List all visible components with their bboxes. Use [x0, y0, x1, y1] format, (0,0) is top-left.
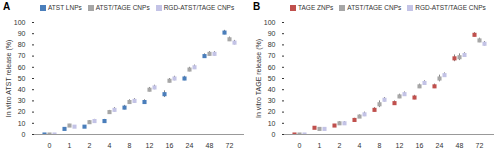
svg-text:72: 72	[476, 142, 484, 149]
svg-text:16: 16	[416, 142, 424, 149]
svg-text:10: 10	[268, 120, 276, 127]
svg-text:0: 0	[272, 131, 276, 138]
svg-text:10: 10	[18, 120, 26, 127]
svg-text:60: 60	[18, 64, 26, 71]
svg-text:In vitro ATST release (%): In vitro ATST release (%)	[5, 40, 13, 118]
svg-text:12: 12	[396, 142, 404, 149]
svg-text:40: 40	[18, 86, 26, 93]
svg-text:1: 1	[68, 142, 72, 149]
svg-text:8: 8	[378, 142, 382, 149]
svg-text:4: 4	[358, 142, 362, 149]
svg-text:4: 4	[108, 142, 112, 149]
svg-text:48: 48	[456, 142, 464, 149]
svg-text:12: 12	[146, 142, 154, 149]
svg-text:In vitro TAGE release (%): In vitro TAGE release (%)	[255, 39, 263, 118]
svg-text:70: 70	[18, 52, 26, 59]
html-text:ATST LNPs: ATST LNPs	[48, 4, 82, 11]
svg-text:0: 0	[48, 142, 52, 149]
html-text:B: B	[253, 1, 261, 12]
svg-text:80: 80	[268, 41, 276, 48]
svg-text:8: 8	[128, 142, 132, 149]
svg-text:0: 0	[298, 142, 302, 149]
svg-text:2: 2	[338, 142, 342, 149]
html-text:TAGE ZNPs: TAGE ZNPs	[298, 4, 334, 11]
svg-text:90: 90	[268, 30, 276, 37]
svg-text:90: 90	[18, 30, 26, 37]
svg-text:20: 20	[268, 108, 276, 115]
svg-text:30: 30	[18, 97, 26, 104]
svg-text:70: 70	[268, 52, 276, 59]
svg-text:1: 1	[318, 142, 322, 149]
svg-text:72: 72	[226, 142, 234, 149]
svg-text:40: 40	[268, 86, 276, 93]
svg-text:60: 60	[268, 64, 276, 71]
svg-text:50: 50	[268, 75, 276, 82]
html-text:RGD-ATST/TAGE CNPs: RGD-ATST/TAGE CNPs	[415, 4, 486, 11]
html-text:A: A	[3, 1, 11, 12]
svg-text:100: 100	[264, 19, 276, 26]
svg-text:16: 16	[166, 142, 174, 149]
svg-text:80: 80	[18, 41, 26, 48]
html-text:RGD-ATST/TAGE CNPs: RGD-ATST/TAGE CNPs	[163, 4, 235, 11]
svg-text:2: 2	[88, 142, 92, 149]
html-text:ATST/TAGE CNPs: ATST/TAGE CNPs	[347, 4, 402, 11]
svg-text:30: 30	[268, 97, 276, 104]
svg-text:20: 20	[18, 108, 26, 115]
svg-text:24: 24	[186, 142, 194, 149]
html-text:ATST/TAGE CNPs: ATST/TAGE CNPs	[95, 4, 150, 11]
svg-text:0: 0	[22, 131, 26, 138]
svg-text:50: 50	[18, 75, 26, 82]
svg-text:100: 100	[14, 19, 26, 26]
svg-text:48: 48	[206, 142, 214, 149]
svg-text:24: 24	[436, 142, 444, 149]
